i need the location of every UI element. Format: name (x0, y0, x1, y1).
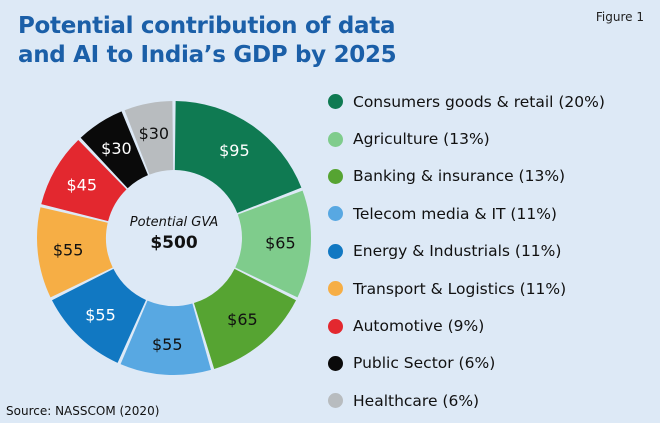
slice-healthcare (124, 101, 174, 175)
legend-item: Automotive (9%) (328, 307, 605, 344)
legend-label: Transport & Logistics (11%) (353, 279, 567, 298)
legend-item: Energy & Industrials (11%) (328, 233, 605, 270)
legend-label: Public Sector (6%) (353, 354, 496, 373)
figure-label: Figure 1 (595, 10, 644, 24)
slice-consumers-goods-retail (174, 101, 302, 213)
legend-item: Consumers goods & retail (20%) (328, 83, 605, 120)
chart-title-line-2: and AI to India’s GDP by 2025 (18, 42, 397, 68)
data-label-transport-logistics: $55 (53, 240, 84, 259)
legend-label: Agriculture (13%) (353, 130, 490, 149)
slice-telecom-media-it (120, 300, 212, 375)
data-label-public-sector: $30 (101, 139, 132, 158)
center-value: $500 (150, 233, 197, 253)
legend-item: Agriculture (13%) (328, 120, 605, 157)
legend-label: Consumers goods & retail (20%) (353, 92, 605, 111)
data-label-banking-insurance: $65 (227, 310, 258, 329)
slice-automotive (41, 139, 127, 222)
legend-swatch (328, 355, 343, 371)
data-label-healthcare: $30 (139, 124, 170, 143)
legend-label: Healthcare (6%) (353, 391, 480, 410)
data-label-energy-industrials: $55 (85, 306, 116, 325)
slice-banking-insurance (193, 268, 297, 369)
chart-legend: Consumers goods & retail (20%) Agricultur… (328, 83, 605, 420)
slice-energy-industrials (51, 268, 146, 363)
legend-item: Public Sector (6%) (328, 345, 605, 382)
chart-title-line-1: Potential contribution of data (18, 13, 396, 39)
slice-agriculture (235, 190, 311, 298)
center-label: Potential GVA (130, 215, 219, 230)
legend-swatch (328, 243, 343, 259)
data-label-agriculture: $65 (265, 234, 296, 253)
source-note: Source: NASSCOM (2020) (6, 404, 160, 418)
legend-swatch (328, 206, 343, 222)
legend-swatch (328, 318, 343, 334)
legend-swatch (328, 168, 343, 184)
legend-label: Telecom media & IT (11%) (353, 204, 557, 223)
slice-public-sector (80, 111, 148, 189)
data-label-telecom-media-it: $55 (152, 335, 183, 354)
legend-item: Transport & Logistics (11%) (328, 270, 605, 307)
legend-label: Automotive (9%) (353, 317, 485, 336)
data-label-consumers-goods-retail: $95 (219, 141, 250, 160)
legend-item: Healthcare (6%) (328, 382, 605, 419)
legend-swatch (328, 393, 343, 409)
chart-title: Potential contribution of data and AI to… (18, 12, 397, 70)
slice-transport-logistics (36, 207, 113, 298)
legend-swatch (328, 94, 343, 110)
data-label-automotive: $45 (66, 175, 97, 194)
legend-label: Energy & Industrials (11%) (353, 242, 562, 261)
legend-item: Telecom media & IT (11%) (328, 195, 605, 232)
legend-label: Banking & insurance (13%) (353, 167, 566, 186)
legend-item: Banking & insurance (13%) (328, 158, 605, 195)
legend-swatch (328, 281, 343, 297)
legend-swatch (328, 131, 343, 147)
